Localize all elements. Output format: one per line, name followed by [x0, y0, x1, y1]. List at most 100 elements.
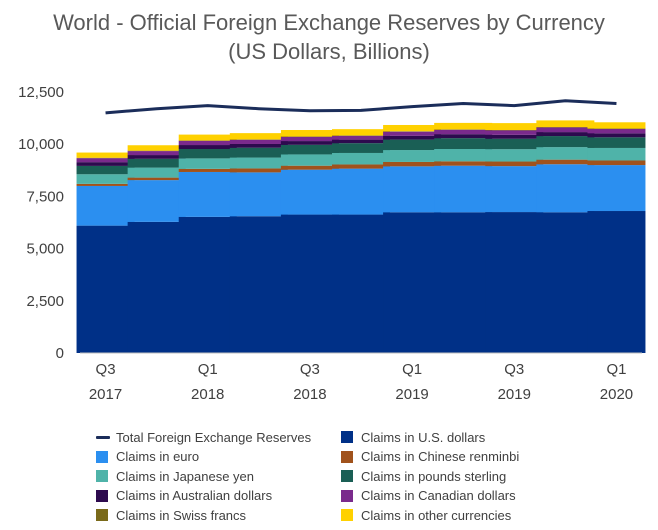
- bar-segment-other: [178, 134, 237, 141]
- bar-segment-eur: [536, 164, 595, 213]
- x-tick-label-quarter: Q3: [96, 361, 116, 378]
- bar-segment-gbp: [76, 165, 135, 175]
- bar-segment-eur: [587, 165, 646, 212]
- x-tick-label-year: 2018: [293, 386, 326, 403]
- bar-segment-other: [76, 152, 135, 158]
- x-tick-label-quarter: Q1: [606, 361, 626, 378]
- bar-segment-usd: [383, 212, 442, 353]
- legend-label: Total Foreign Exchange Reserves: [116, 429, 312, 445]
- legend-label: Claims in Japanese yen: [116, 468, 255, 484]
- bar-segment-other: [587, 122, 646, 129]
- bar-segment-cny: [485, 161, 544, 167]
- bar-segment-jpy: [332, 152, 390, 165]
- legend-swatch: [341, 509, 353, 521]
- bar-segment-cny: [178, 168, 237, 172]
- legend-swatch: [341, 489, 353, 502]
- bar-segment-usd: [280, 214, 339, 353]
- y-tick-label: 5,000: [26, 241, 64, 258]
- bar-segment-other: [332, 129, 390, 136]
- bar-segment-eur: [127, 180, 186, 222]
- bar-segment-aud: [536, 132, 595, 137]
- bar-segment-aud: [332, 139, 390, 144]
- bar-segment-other: [229, 133, 288, 140]
- y-tick-label: 0: [56, 345, 64, 362]
- bar-segment-cny: [127, 177, 186, 181]
- bar-segment-cny: [587, 160, 646, 166]
- bar-segment-jpy: [178, 158, 237, 169]
- bar-segment-usd: [332, 214, 390, 353]
- x-tick-label-quarter: Q1: [198, 361, 218, 378]
- bar-segment-cad: [76, 158, 135, 163]
- legend-item-cad: Claims in Canadian dollars: [341, 487, 516, 505]
- legend-swatch: [96, 489, 108, 502]
- bar-segment-cad: [434, 129, 493, 135]
- bar-segment-other: [127, 145, 186, 151]
- bar-segment-aud: [280, 141, 339, 145]
- y-tick-label: 12,500: [18, 84, 64, 101]
- bar-segment-eur: [485, 166, 544, 213]
- bar-segment-cad: [178, 140, 237, 146]
- bar-segment-cny: [76, 183, 135, 186]
- bar-segment-jpy: [434, 149, 493, 162]
- bar-segment-cny: [536, 159, 595, 165]
- bar-segment-cny: [280, 165, 339, 170]
- legend-swatch: [96, 470, 108, 482]
- bar-segment-jpy: [485, 149, 544, 162]
- x-tick-label-year: 2020: [600, 386, 633, 403]
- bar-segment-gbp: [229, 147, 288, 158]
- x-tick-label-year: 2017: [89, 386, 122, 403]
- bar-segment-gbp: [485, 138, 544, 150]
- bar-segment-eur: [229, 172, 288, 217]
- legend-label: Claims in Canadian dollars: [361, 488, 516, 503]
- bar-segment-usd: [127, 221, 186, 353]
- bar-segment-usd: [587, 211, 646, 353]
- bar-segment-cad: [332, 135, 390, 140]
- x-tick-label-quarter: Q1: [402, 361, 422, 378]
- bar-segment-cad: [229, 139, 288, 144]
- x-tick-label-year: 2019: [395, 386, 428, 403]
- bar-segment-usd: [485, 212, 544, 353]
- x-tick-label-quarter: Q3: [504, 361, 524, 378]
- legend-label: Claims in euro: [116, 449, 200, 464]
- legend-item-cny: Claims in Chinese renminbi: [341, 448, 519, 466]
- bar-segment-jpy: [587, 147, 646, 161]
- chart-title: World - Official Foreign Exchange Reserv…: [0, 8, 658, 66]
- legend-item-other: Claims in other currencies: [341, 506, 511, 524]
- bar-segment-aud: [76, 162, 135, 166]
- legend-swatch: [341, 450, 353, 463]
- bar-segment-aud: [127, 155, 186, 159]
- bar-segment-cad: [127, 151, 186, 156]
- bar-segment-gbp: [280, 144, 339, 155]
- bar-segment-cad: [485, 130, 544, 135]
- bar-segment-usd: [229, 216, 288, 353]
- legend-label: Claims in Swiss francs: [116, 507, 247, 523]
- bar-segment-jpy: [536, 147, 595, 160]
- bar-segment-eur: [383, 166, 442, 213]
- bar-segment-cny: [383, 161, 442, 167]
- legend-item-usd: Claims in U.S. dollars: [341, 428, 485, 446]
- bar-segment-cny: [434, 161, 493, 166]
- bar-segment-other: [485, 123, 544, 131]
- bar-segment-usd: [536, 212, 595, 353]
- bar-segment-eur: [434, 165, 493, 213]
- bar-segment-other: [280, 130, 339, 137]
- bar-segment-usd: [76, 225, 135, 353]
- bar-segment-usd: [434, 212, 493, 353]
- legend-swatch: [341, 431, 353, 443]
- bar-segment-other: [383, 124, 442, 132]
- legend-item-chf: Claims in Swiss francs: [96, 506, 246, 524]
- legend-swatch: [341, 470, 353, 482]
- bar-segment-cad: [383, 131, 442, 136]
- bar-segment-jpy: [127, 167, 186, 178]
- legend-swatch: [96, 509, 108, 521]
- legend-item-eur: Claims in euro: [96, 448, 199, 466]
- bar-segment-gbp: [127, 158, 186, 168]
- bar-segment-jpy: [383, 150, 442, 162]
- legend-label: Claims in Chinese renminbi: [361, 449, 520, 464]
- bar-segment-eur: [76, 185, 135, 226]
- bar-segment-gbp: [383, 139, 442, 151]
- bar-segment-aud: [178, 145, 237, 150]
- bar-segment-other: [434, 122, 493, 130]
- bar-segment-gbp: [332, 143, 390, 153]
- bar-segment-jpy: [229, 157, 288, 169]
